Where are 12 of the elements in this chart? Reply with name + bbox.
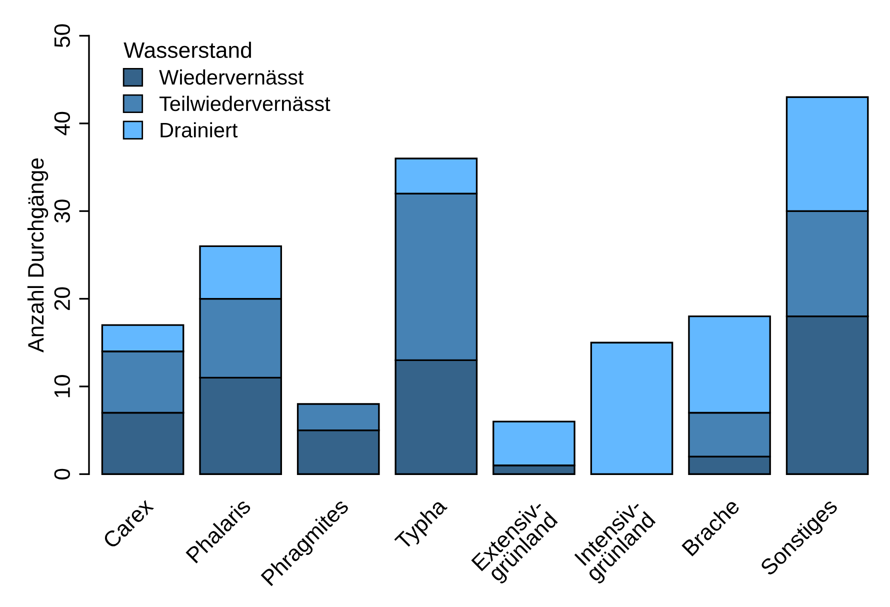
y-tick-label: 30 — [54, 200, 70, 223]
y-tick-label: 50 — [54, 24, 70, 48]
bar — [590, 342, 674, 475]
y-axis-title: Anzahl Durchgänge — [27, 158, 48, 352]
y-tick-label: 40 — [54, 112, 70, 136]
y-tick-label: 10 — [54, 374, 70, 398]
legend-label: Teilwiedervernässt — [159, 96, 330, 112]
y-tick-label: 20 — [54, 287, 70, 310]
legend-title: Wasserstand — [124, 42, 252, 58]
y-tick-label: 0 — [54, 468, 70, 480]
legend-label: Wiedervernässt — [159, 69, 304, 85]
legend-label: Drainiert — [160, 122, 238, 138]
